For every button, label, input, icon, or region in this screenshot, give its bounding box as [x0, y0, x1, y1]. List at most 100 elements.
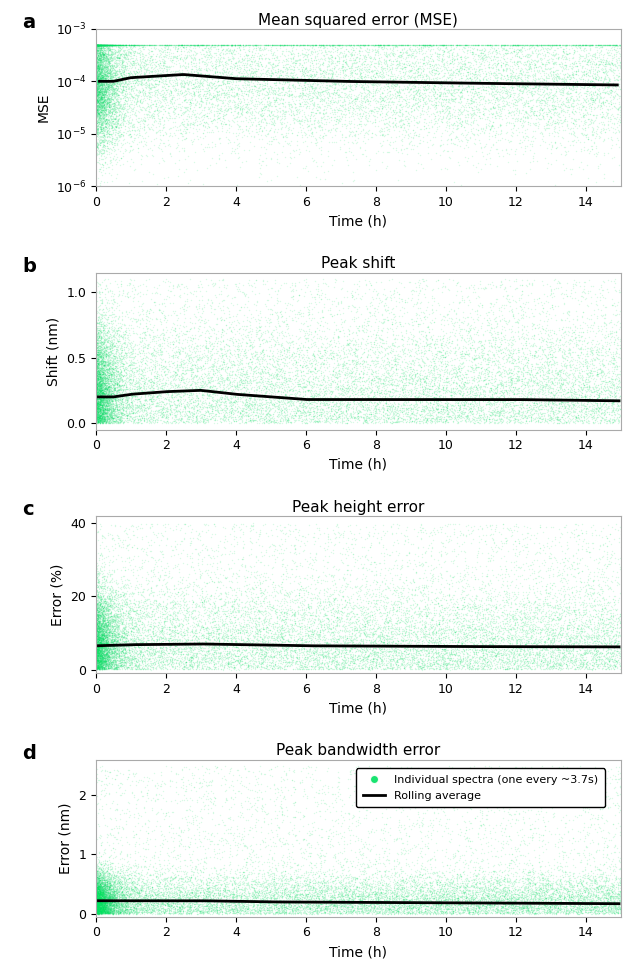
Point — [378, 826, 388, 841]
Point — [91, 365, 101, 380]
Point — [570, 901, 580, 917]
Point — [358, 91, 369, 106]
Point — [91, 398, 101, 413]
Point — [468, 629, 478, 645]
Point — [516, 604, 526, 620]
Point — [521, 62, 531, 77]
Point — [180, 311, 190, 326]
Point — [122, 650, 132, 666]
Point — [434, 404, 444, 420]
Point — [94, 898, 104, 914]
Point — [139, 65, 149, 80]
Point — [591, 656, 601, 672]
Point — [541, 374, 551, 390]
Point — [291, 653, 301, 669]
Point — [214, 152, 225, 167]
Point — [93, 372, 103, 388]
Point — [92, 53, 102, 69]
Point — [314, 882, 324, 897]
Point — [276, 80, 286, 96]
Point — [230, 142, 241, 157]
Point — [97, 410, 108, 426]
Point — [377, 877, 387, 893]
Point — [102, 333, 112, 348]
Point — [433, 75, 444, 91]
Point — [104, 889, 115, 904]
Point — [202, 390, 212, 405]
Point — [208, 391, 218, 406]
Point — [170, 900, 180, 916]
Point — [559, 372, 570, 387]
Point — [122, 654, 132, 670]
Point — [566, 632, 576, 648]
Point — [489, 96, 499, 112]
Point — [262, 85, 272, 100]
Point — [227, 625, 237, 641]
Point — [96, 58, 106, 73]
Point — [541, 349, 551, 365]
Point — [284, 390, 294, 405]
Point — [241, 73, 251, 89]
Point — [189, 899, 199, 915]
Point — [279, 887, 289, 902]
Point — [343, 397, 353, 412]
Point — [391, 887, 401, 902]
Point — [139, 397, 149, 412]
Point — [333, 764, 343, 780]
Point — [535, 81, 545, 96]
Point — [611, 653, 621, 669]
Point — [92, 383, 102, 399]
Point — [610, 844, 620, 860]
Point — [387, 406, 397, 422]
Point — [92, 81, 102, 96]
Point — [369, 386, 380, 401]
Point — [92, 879, 102, 895]
Point — [355, 392, 365, 407]
Point — [562, 374, 572, 390]
Point — [441, 371, 451, 386]
Point — [433, 413, 444, 428]
Point — [449, 895, 459, 910]
Point — [276, 641, 287, 656]
Point — [287, 356, 298, 372]
Point — [420, 88, 431, 103]
Point — [387, 636, 397, 651]
Point — [235, 900, 245, 916]
Point — [473, 335, 483, 350]
Point — [104, 387, 115, 402]
Point — [156, 554, 166, 569]
Point — [307, 616, 317, 631]
Point — [369, 353, 380, 369]
Point — [292, 891, 302, 906]
Point — [97, 349, 108, 365]
Point — [517, 884, 527, 899]
Point — [136, 354, 147, 370]
Point — [154, 552, 164, 567]
Point — [396, 391, 406, 406]
Point — [375, 81, 385, 96]
Point — [223, 381, 233, 397]
Point — [91, 661, 101, 676]
Point — [486, 521, 496, 537]
Point — [522, 54, 532, 69]
Point — [474, 276, 484, 291]
Point — [92, 413, 102, 428]
Point — [530, 631, 540, 647]
Point — [117, 413, 127, 428]
Point — [93, 641, 104, 656]
Point — [377, 392, 387, 407]
Point — [553, 899, 563, 915]
Point — [92, 137, 102, 152]
Point — [308, 897, 318, 913]
Point — [100, 639, 111, 654]
Point — [155, 603, 165, 619]
Point — [200, 383, 210, 399]
Point — [398, 115, 408, 130]
Point — [612, 86, 622, 101]
Point — [93, 855, 103, 870]
Point — [107, 173, 117, 188]
Point — [105, 897, 115, 913]
Point — [93, 884, 103, 899]
Point — [97, 314, 107, 329]
Point — [184, 538, 195, 553]
